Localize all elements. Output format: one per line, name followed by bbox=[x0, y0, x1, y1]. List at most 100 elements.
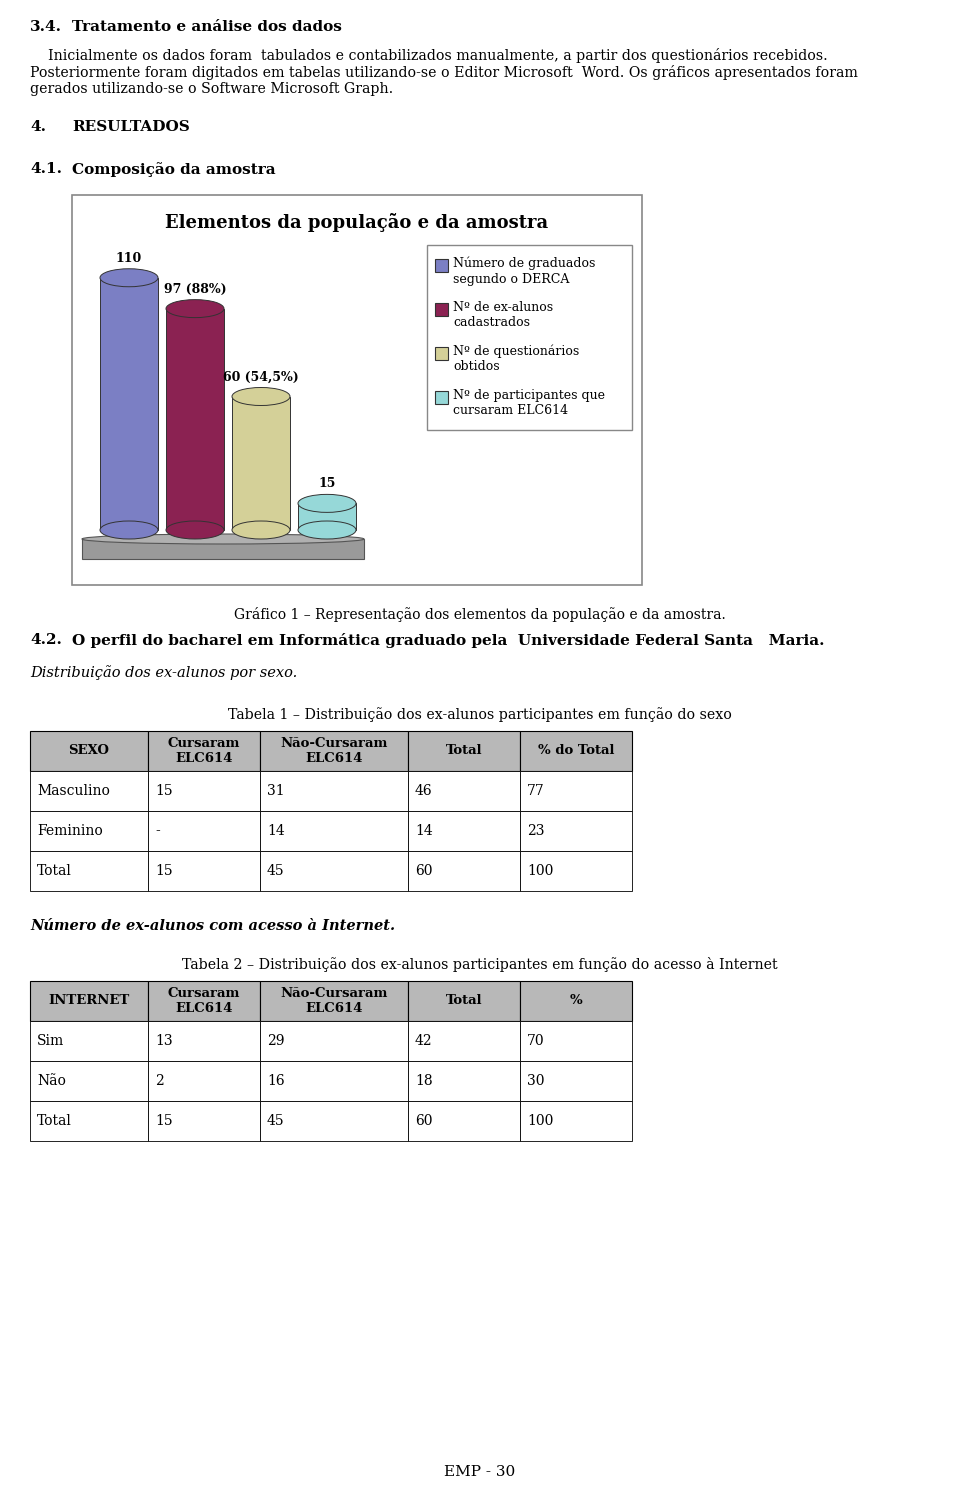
Text: gerados utilizando-se o Software Microsoft Graph.: gerados utilizando-se o Software Microso… bbox=[30, 82, 394, 96]
Text: Não: Não bbox=[37, 1073, 66, 1088]
Bar bbox=[260, 981, 408, 1021]
Bar bbox=[260, 1062, 408, 1100]
Ellipse shape bbox=[232, 521, 290, 539]
Text: 2: 2 bbox=[155, 1073, 164, 1088]
Ellipse shape bbox=[166, 521, 224, 539]
Text: 16: 16 bbox=[267, 1073, 284, 1088]
Text: Gráfico 1 – Representação dos elementos da população e da amostra.: Gráfico 1 – Representação dos elementos … bbox=[234, 608, 726, 623]
Bar bbox=[166, 309, 224, 530]
Text: 14: 14 bbox=[267, 824, 285, 838]
Bar bbox=[520, 811, 632, 851]
Text: 45: 45 bbox=[267, 1114, 284, 1129]
Text: Masculino: Masculino bbox=[37, 784, 109, 797]
Text: Sim: Sim bbox=[37, 1035, 64, 1048]
Bar bbox=[30, 1021, 148, 1062]
Bar bbox=[260, 1100, 408, 1141]
Bar bbox=[30, 770, 148, 811]
Text: Cursaram
ELC614: Cursaram ELC614 bbox=[168, 738, 240, 764]
Text: %: % bbox=[569, 994, 583, 1008]
Bar bbox=[30, 981, 148, 1021]
Text: 70: 70 bbox=[527, 1035, 544, 1048]
Bar bbox=[72, 196, 642, 585]
Bar bbox=[30, 1100, 148, 1141]
Bar bbox=[148, 1062, 260, 1100]
Bar bbox=[408, 811, 520, 851]
Text: 45: 45 bbox=[267, 864, 284, 878]
Text: 30: 30 bbox=[527, 1073, 544, 1088]
Bar bbox=[520, 770, 632, 811]
Bar bbox=[520, 1021, 632, 1062]
Text: Tabela 1 – Distribuição dos ex-alunos participantes em função do sexo: Tabela 1 – Distribuição dos ex-alunos pa… bbox=[228, 708, 732, 723]
Bar bbox=[408, 732, 520, 770]
Ellipse shape bbox=[100, 521, 158, 539]
Bar bbox=[30, 811, 148, 851]
Ellipse shape bbox=[232, 388, 290, 406]
Text: 15: 15 bbox=[155, 784, 173, 797]
Bar bbox=[435, 346, 448, 360]
Bar bbox=[435, 303, 448, 317]
Bar bbox=[148, 811, 260, 851]
Bar bbox=[408, 1062, 520, 1100]
Text: 15: 15 bbox=[155, 864, 173, 878]
Text: RESULTADOS: RESULTADOS bbox=[72, 119, 190, 134]
Text: EMP - 30: EMP - 30 bbox=[444, 1465, 516, 1480]
Text: SEXO: SEXO bbox=[68, 745, 109, 757]
Bar bbox=[520, 981, 632, 1021]
Bar bbox=[427, 245, 632, 430]
Text: Total: Total bbox=[445, 994, 482, 1008]
Text: Não-Cursaram
ELC614: Não-Cursaram ELC614 bbox=[280, 987, 388, 1015]
Text: Número de graduados
segundo o DERCA: Número de graduados segundo o DERCA bbox=[453, 257, 595, 285]
Bar bbox=[260, 732, 408, 770]
Text: 14: 14 bbox=[415, 824, 433, 838]
Bar bbox=[148, 1021, 260, 1062]
Text: 110: 110 bbox=[116, 252, 142, 264]
Bar bbox=[30, 851, 148, 891]
Text: 100: 100 bbox=[527, 1114, 553, 1129]
Bar bbox=[435, 258, 448, 272]
Text: Total: Total bbox=[445, 745, 482, 757]
Text: 3.4.: 3.4. bbox=[30, 19, 62, 34]
Text: Tratamento e análise dos dados: Tratamento e análise dos dados bbox=[72, 19, 342, 34]
Text: 18: 18 bbox=[415, 1073, 433, 1088]
Text: Inicialmente os dados foram  tabulados e contabilizados manualmente, a partir do: Inicialmente os dados foram tabulados e … bbox=[30, 48, 828, 63]
Text: Total: Total bbox=[37, 1114, 72, 1129]
Bar bbox=[408, 851, 520, 891]
Ellipse shape bbox=[298, 521, 356, 539]
Text: INTERNET: INTERNET bbox=[48, 994, 130, 1008]
Bar bbox=[520, 732, 632, 770]
Text: Nº de ex-alunos
cadastrados: Nº de ex-alunos cadastrados bbox=[453, 302, 553, 328]
Text: 31: 31 bbox=[267, 784, 284, 797]
Bar bbox=[30, 1062, 148, 1100]
Bar bbox=[408, 770, 520, 811]
Bar bbox=[30, 732, 148, 770]
Text: 100: 100 bbox=[527, 864, 553, 878]
Text: 97 (88%): 97 (88%) bbox=[164, 282, 227, 296]
Bar bbox=[100, 278, 158, 530]
Text: Elementos da população e da amostra: Elementos da população e da amostra bbox=[165, 213, 548, 231]
Text: 15: 15 bbox=[155, 1114, 173, 1129]
Text: 46: 46 bbox=[415, 784, 433, 797]
Bar bbox=[260, 1021, 408, 1062]
Text: Cursaram
ELC614: Cursaram ELC614 bbox=[168, 987, 240, 1015]
Bar bbox=[408, 981, 520, 1021]
Text: % do Total: % do Total bbox=[538, 745, 614, 757]
Text: 60: 60 bbox=[415, 864, 433, 878]
Text: 42: 42 bbox=[415, 1035, 433, 1048]
Text: Composição da amostra: Composição da amostra bbox=[72, 163, 276, 176]
Text: 4.2.: 4.2. bbox=[30, 633, 61, 646]
Text: Nº de questionários
obtidos: Nº de questionários obtidos bbox=[453, 345, 579, 373]
Bar bbox=[520, 1062, 632, 1100]
Bar bbox=[435, 391, 448, 405]
Bar bbox=[148, 732, 260, 770]
Text: -: - bbox=[155, 824, 159, 838]
Text: Tabela 2 – Distribuição dos ex-alunos participantes em função do acesso à Intern: Tabela 2 – Distribuição dos ex-alunos pa… bbox=[182, 957, 778, 972]
Text: Não-Cursaram
ELC614: Não-Cursaram ELC614 bbox=[280, 738, 388, 764]
Text: 60 (54,5%): 60 (54,5%) bbox=[223, 370, 299, 384]
Text: 77: 77 bbox=[527, 784, 544, 797]
Bar bbox=[298, 503, 356, 530]
Text: Posteriormente foram digitados em tabelas utilizando-se o Editor Microsoft  Word: Posteriormente foram digitados em tabela… bbox=[30, 66, 858, 81]
Text: 13: 13 bbox=[155, 1035, 173, 1048]
Text: 60: 60 bbox=[415, 1114, 433, 1129]
Bar bbox=[520, 851, 632, 891]
Text: 4.1.: 4.1. bbox=[30, 163, 62, 176]
